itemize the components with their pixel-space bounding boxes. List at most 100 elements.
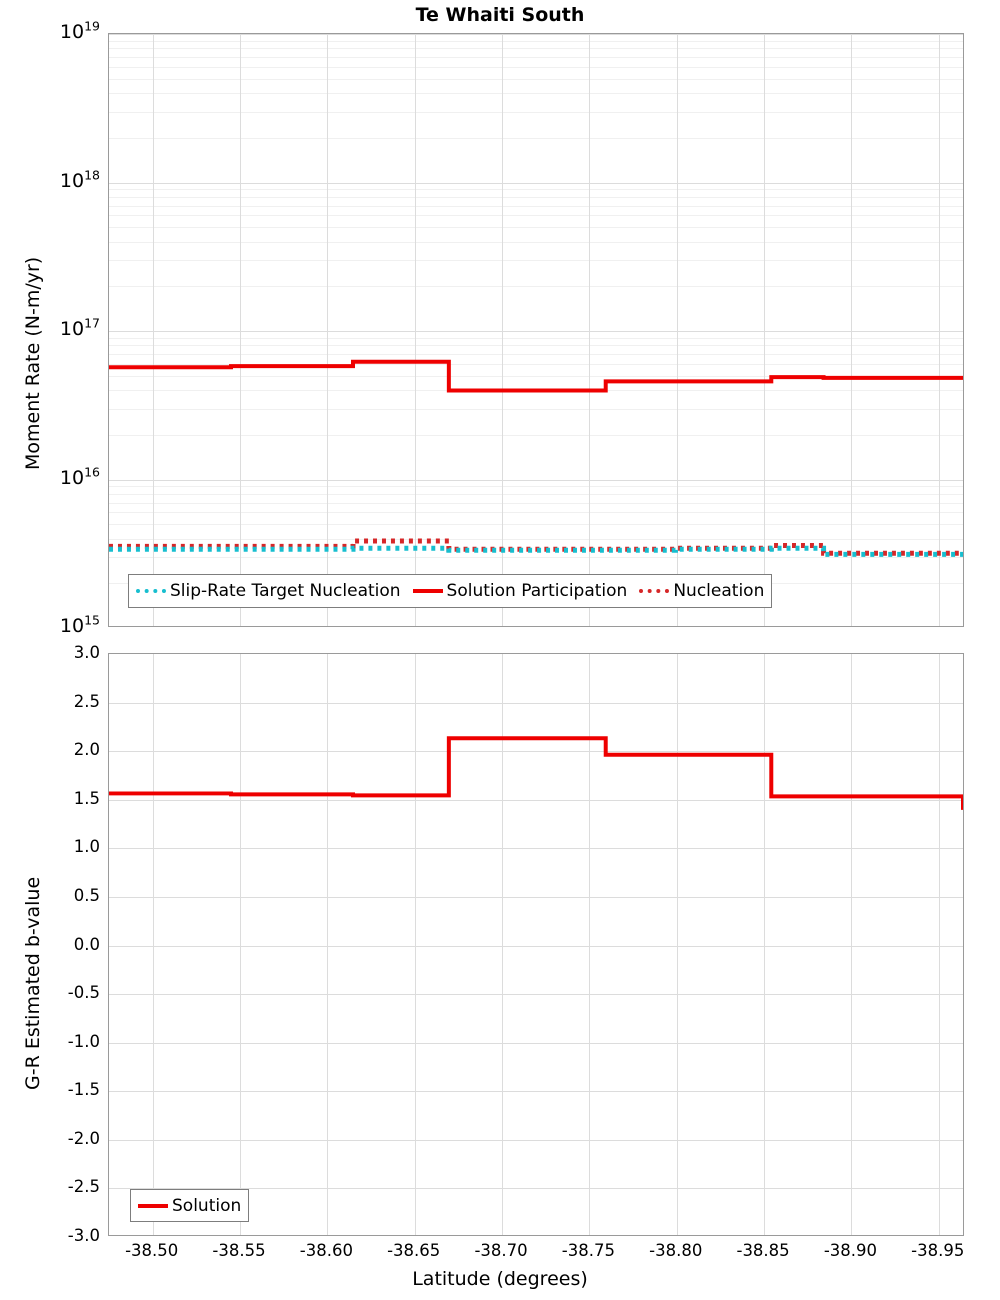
x-tick-label: -38.90 <box>823 1241 878 1260</box>
b-value-plot-area <box>108 653 964 1236</box>
gridline <box>676 654 678 1235</box>
x-tick-label: -38.65 <box>387 1241 441 1260</box>
gridline <box>240 654 241 1235</box>
gridline <box>764 654 766 1235</box>
x-tick-label: -38.55 <box>212 1241 266 1260</box>
gridline <box>109 189 963 191</box>
b-value-axis-title: G-R Estimated b-value <box>22 876 44 1090</box>
y-tick-label: 1015 <box>59 612 100 637</box>
gridline <box>109 48 963 50</box>
legend-entry[interactable]: Slip-Rate Target Nucleation <box>136 581 401 601</box>
gridline <box>109 111 963 113</box>
gridline <box>589 654 591 1235</box>
legend-entry[interactable]: Solution Participation <box>412 581 628 601</box>
y-tick-label: -0.5 <box>67 983 100 1003</box>
y-tick-label: 0.0 <box>73 934 100 954</box>
y-tick-label: -1.5 <box>67 1080 100 1100</box>
x-tick-label: -38.70 <box>474 1241 528 1260</box>
gridline <box>109 354 963 355</box>
gridline <box>938 34 940 626</box>
gridline <box>502 34 504 626</box>
gridline <box>109 182 963 184</box>
gridline <box>109 896 963 898</box>
gridline <box>109 215 963 217</box>
y-tick-label: 3.0 <box>73 643 100 662</box>
moment-rate-series-layer <box>109 359 963 557</box>
gridline <box>109 1188 963 1190</box>
y-tick-label: 1016 <box>59 464 100 489</box>
y-tick-label: -2.0 <box>67 1128 100 1148</box>
gridline <box>327 34 329 626</box>
gridline <box>109 57 963 58</box>
gridline <box>851 34 853 626</box>
gridline <box>240 34 241 626</box>
legend-swatch-icon <box>138 1203 168 1208</box>
gridline <box>109 196 963 198</box>
gridline <box>109 241 963 243</box>
x-tick-label: -38.60 <box>299 1241 353 1260</box>
gridline <box>764 34 766 626</box>
moment-rate-plot-area <box>108 33 964 627</box>
gridline <box>109 751 963 753</box>
y-tick-label: 1.5 <box>73 788 100 808</box>
gridline <box>109 493 963 495</box>
y-tick-label: 1019 <box>59 18 100 43</box>
gridline <box>109 286 963 288</box>
gridline <box>109 1091 963 1093</box>
gridline <box>109 34 963 35</box>
moment-rate-legend[interactable]: Slip-Rate Target Nucleation Solution Part… <box>128 574 773 608</box>
gridline <box>109 93 963 95</box>
legend-swatch-icon <box>412 589 443 593</box>
gridline <box>109 260 963 262</box>
y-tick-label: -1.0 <box>67 1031 100 1051</box>
gridline <box>589 34 591 626</box>
gridline <box>109 524 963 526</box>
gridline <box>414 34 416 626</box>
gridline <box>109 702 963 704</box>
y-tick-label: 1017 <box>59 315 100 340</box>
latitude-axis-title: Latitude (degrees) <box>412 1268 588 1290</box>
gridline <box>109 227 963 229</box>
b-value-legend[interactable]: Solution <box>130 1189 250 1222</box>
legend-label: Solution Participation <box>446 581 628 601</box>
gridline <box>414 654 416 1235</box>
x-tick-label: -38.75 <box>561 1241 615 1260</box>
gridline <box>109 538 963 540</box>
y-tick-label: 1018 <box>59 167 100 192</box>
legend-label: Slip-Rate Target Nucleation <box>170 581 401 601</box>
gridline <box>109 78 963 80</box>
legend-entry[interactable]: Nucleation <box>639 581 764 601</box>
legend-label: Nucleation <box>673 581 765 601</box>
page-title: Te Whaiti South <box>415 4 585 26</box>
legend-entry[interactable]: Solution <box>138 1196 241 1216</box>
legend-label: Solution <box>172 1195 242 1216</box>
x-tick-label: -38.95 <box>911 1241 965 1260</box>
gridline <box>109 345 963 347</box>
gridline <box>327 654 329 1235</box>
gridline <box>109 848 963 850</box>
gridline <box>109 479 963 481</box>
x-tick-label: -38.80 <box>649 1241 703 1260</box>
gridline <box>109 137 963 139</box>
gridline <box>109 66 963 68</box>
legend-swatch-icon <box>639 589 670 593</box>
gridline <box>152 34 154 626</box>
moment-rate-axis-title: Moment Rate (N-m/yr) <box>22 256 44 470</box>
gridline <box>938 654 940 1235</box>
gridline <box>109 502 963 504</box>
gridline <box>109 363 963 365</box>
gridline <box>109 390 963 392</box>
gridline <box>109 408 963 410</box>
y-tick-label: 2.5 <box>73 691 100 711</box>
series-line <box>109 538 963 556</box>
gridline <box>109 945 963 947</box>
gridline <box>109 205 963 207</box>
gridline <box>109 486 963 488</box>
series-line <box>109 545 963 557</box>
gridline <box>109 512 963 514</box>
gridline <box>109 1042 963 1044</box>
legend-swatch-icon <box>136 589 166 593</box>
gridline <box>109 375 963 377</box>
y-tick-label: 0.5 <box>73 885 100 905</box>
